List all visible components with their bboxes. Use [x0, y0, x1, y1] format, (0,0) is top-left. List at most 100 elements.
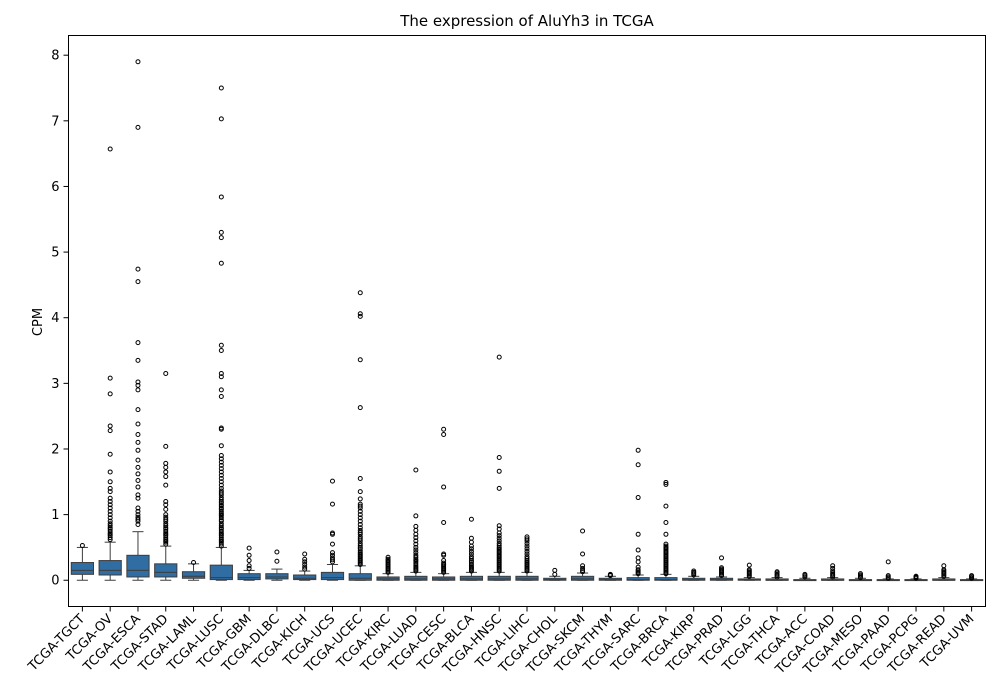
- outlier-point: [496, 354, 502, 360]
- outlier-point: [524, 554, 530, 560]
- outlier-point: [135, 505, 141, 511]
- outlier-point: [413, 550, 419, 556]
- outlier-point: [246, 545, 252, 551]
- outlier-point: [163, 498, 169, 504]
- outlier-point: [163, 502, 169, 508]
- outlier-point: [107, 479, 113, 485]
- outlier-point: [135, 279, 141, 285]
- outlier-point: [218, 535, 224, 541]
- outlier-point: [246, 558, 252, 564]
- outlier-point: [496, 535, 502, 541]
- outlier-point: [135, 464, 141, 470]
- outlier-point: [969, 573, 975, 579]
- outlier-point: [496, 468, 502, 474]
- box-iqr: [459, 575, 484, 581]
- outlier-point: [413, 535, 419, 541]
- outlier-point: [385, 554, 391, 560]
- box-group-tcga-gbm: [237, 545, 261, 581]
- outlier-point: [441, 432, 447, 438]
- y-tick-label: 4: [51, 311, 59, 326]
- outlier-point: [357, 311, 363, 317]
- outlier-point: [746, 567, 752, 573]
- outlier-point: [524, 534, 530, 540]
- outlier-point: [413, 523, 419, 529]
- outlier-point: [107, 523, 113, 529]
- outlier-point: [218, 387, 224, 393]
- outlier-point: [885, 573, 891, 579]
- box-iqr: [70, 562, 95, 575]
- outlier-point: [135, 407, 141, 413]
- box-iqr: [181, 571, 206, 579]
- outlier-point: [302, 564, 308, 570]
- outlier-point: [524, 548, 530, 554]
- outlier-point: [163, 523, 169, 529]
- outlier-point: [774, 569, 780, 575]
- box-group-tcga-ov: [98, 146, 122, 581]
- outlier-point: [107, 391, 113, 397]
- outlier-point: [218, 229, 224, 235]
- outlier-point: [830, 568, 836, 574]
- outlier-point: [302, 559, 308, 565]
- outlier-point: [719, 565, 725, 571]
- outlier-point: [329, 478, 335, 484]
- outlier-point: [107, 502, 113, 508]
- box-group-tcga-dlbc: [265, 549, 289, 581]
- outlier-point: [218, 528, 224, 534]
- outlier-point: [218, 488, 224, 494]
- outlier-point: [468, 554, 474, 560]
- box-group-tcga-brca: [654, 479, 678, 581]
- outlier-point: [357, 529, 363, 535]
- outlier-point: [885, 559, 891, 565]
- outlier-point: [107, 146, 113, 152]
- box-iqr: [570, 575, 595, 581]
- outlier-point: [107, 423, 113, 429]
- outlier-point: [274, 549, 280, 555]
- outlier-point: [218, 459, 224, 465]
- outlier-point: [441, 484, 447, 490]
- y-tick-label: 1: [51, 508, 59, 523]
- outlier-point: [413, 561, 419, 567]
- outlier-point: [441, 560, 447, 566]
- outlier-point: [496, 530, 502, 536]
- outlier-point: [357, 503, 363, 509]
- outlier-point: [163, 512, 169, 518]
- outlier-point: [496, 485, 502, 491]
- outlier-point: [107, 485, 113, 491]
- outlier-point: [218, 260, 224, 266]
- outlier-point: [496, 542, 502, 548]
- plot-frame: [68, 35, 986, 607]
- outlier-point: [135, 471, 141, 477]
- y-axis: 0 1 2 3 4 5 6 7 8: [51, 49, 69, 589]
- box-group-tcga-stad: [154, 371, 178, 581]
- outlier-point: [329, 550, 335, 556]
- box-iqr: [487, 575, 511, 581]
- box-group-tcga-lusc: [209, 85, 233, 581]
- outlier-point: [135, 484, 141, 490]
- outlier-point: [246, 552, 252, 558]
- outlier-point: [218, 456, 224, 462]
- outlier-point: [135, 447, 141, 453]
- outlier-point: [635, 447, 641, 453]
- box-iqr: [126, 554, 150, 578]
- outlier-point: [329, 501, 335, 507]
- outlier-point: [218, 508, 224, 514]
- outlier-point: [468, 561, 474, 567]
- outlier-point: [274, 558, 280, 564]
- outlier-point: [135, 514, 141, 520]
- outlier-point: [218, 541, 224, 547]
- outlier-point: [468, 543, 474, 549]
- outlier-point: [218, 371, 224, 377]
- outlier-point: [691, 568, 697, 574]
- box-iqr: [320, 571, 345, 581]
- outlier-point: [413, 554, 419, 560]
- outlier-point: [218, 466, 224, 472]
- outlier-point: [663, 479, 669, 485]
- outlier-point: [163, 535, 169, 541]
- outlier-point: [218, 85, 224, 91]
- outlier-point: [218, 490, 224, 496]
- outlier-point: [413, 513, 419, 519]
- outlier-point: [357, 405, 363, 411]
- outlier-point: [524, 540, 530, 546]
- outlier-point: [218, 515, 224, 521]
- outlier-point: [441, 558, 447, 564]
